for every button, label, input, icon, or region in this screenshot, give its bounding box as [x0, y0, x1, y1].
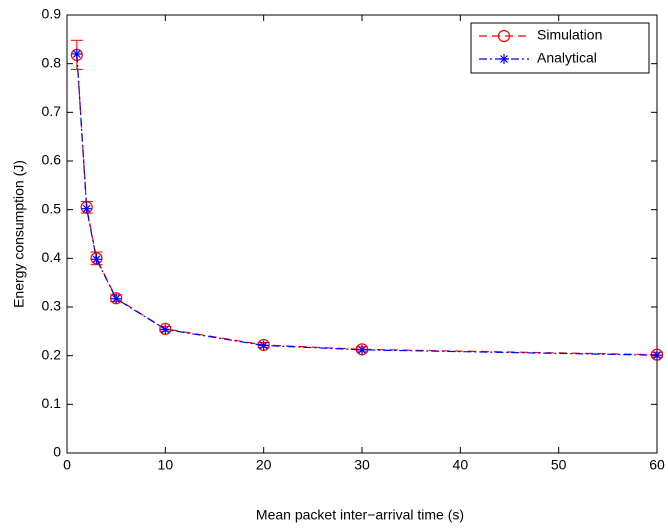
x-tick-label: 0 [63, 457, 71, 473]
legend: Simulation Analytical [470, 22, 650, 74]
x-tick-label: 20 [256, 457, 272, 473]
y-tick-label: 0.4 [42, 249, 62, 265]
x-tick-label: 60 [649, 457, 665, 473]
marker-stroke [72, 50, 81, 58]
marker-stroke [92, 255, 101, 264]
marker [497, 29, 511, 43]
marker-stroke [82, 204, 91, 213]
y-tick-label: 0.5 [42, 200, 62, 216]
y-tick-label: 0.1 [42, 395, 62, 411]
marker [258, 340, 269, 351]
marker [160, 324, 171, 335]
series-line [76, 53, 658, 356]
marker [91, 254, 102, 265]
marker [159, 322, 172, 335]
marker [71, 48, 82, 59]
marker-stroke [500, 55, 508, 63]
y-axis-label: Energy consumption (J) [11, 160, 27, 308]
marker [652, 350, 662, 361]
marker [111, 293, 122, 304]
y-tick-label: 0.3 [42, 298, 62, 314]
x-tick-label: 50 [551, 457, 567, 473]
marker-stroke [259, 341, 268, 350]
x-tick-label: 40 [453, 457, 469, 473]
marker-stroke [161, 325, 170, 334]
y-tick-label: 0.9 [42, 6, 62, 22]
y-tick-label: 0.7 [42, 103, 62, 119]
legend-label: Analytical [537, 50, 597, 66]
y-tick-label: 0.8 [42, 54, 62, 70]
y-tick-label: 0 [53, 444, 61, 460]
x-tick-label: 30 [354, 457, 370, 473]
x-axis-label: Mean packet inter−arrival time (s) [256, 507, 464, 523]
marker-stroke [653, 351, 661, 360]
marker [81, 203, 92, 214]
y-tick-label: 0.6 [42, 152, 62, 168]
marker [499, 54, 509, 64]
marker-stroke [358, 345, 366, 354]
marker-stroke [112, 294, 121, 303]
marker [357, 344, 367, 355]
legend-label: Simulation [537, 27, 602, 43]
x-tick-label: 10 [158, 457, 174, 473]
marker [110, 292, 123, 305]
y-tick-label: 0.2 [42, 346, 62, 362]
